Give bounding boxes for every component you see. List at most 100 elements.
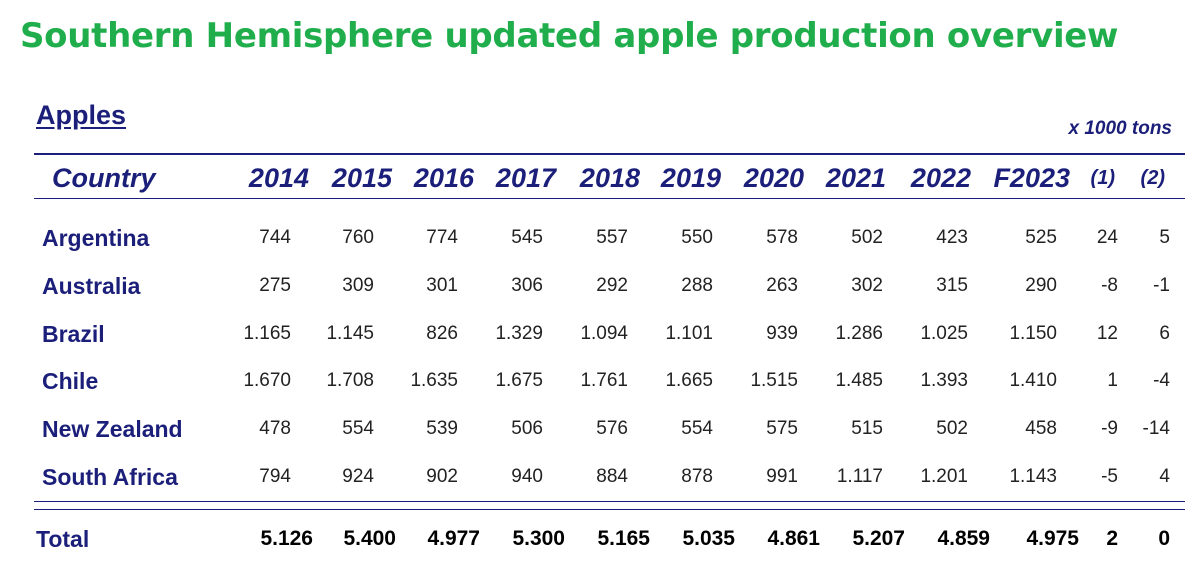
units-label: x 1000 tons [1068,118,1173,139]
total-cell: 5.400 [343,527,396,550]
table-cell: 1.670 [243,370,291,391]
total-cell: 5.035 [682,527,735,550]
table-cell: 774 [426,227,458,248]
column-header-note-2: (2) [1140,167,1165,189]
table-cell: 1.665 [665,370,713,391]
table-cell: 1.117 [836,466,883,487]
table-row: South Africa 794 924 902 940 884 878 991 1.117 1.… [0,457,1200,497]
table-cell: -1 [1153,275,1170,296]
total-label: Total [36,526,90,552]
table-cell: 1.145 [326,323,374,344]
column-header-f2023: F2023 [993,163,1070,193]
column-header-country: Country [52,163,156,193]
table-cell: 744 [259,227,291,248]
table-cell: 302 [851,275,883,296]
table-cell: 826 [426,323,458,344]
table-cell: 991 [766,466,798,487]
total-cell: 0 [1158,527,1170,550]
header-top-rule [34,153,1185,155]
table-cell: 939 [766,323,798,344]
column-header-2017: 2017 [495,163,556,193]
country-name: Brazil [42,321,105,347]
table-cell: 760 [342,227,374,248]
table-cell: 478 [259,418,291,439]
table-cell: 794 [259,466,291,487]
column-header-2020: 2020 [743,163,804,193]
page-title: Southern Hemisphere updated apple produc… [20,16,1119,56]
table-cell: 554 [681,418,713,439]
table-cell: 288 [681,275,713,296]
table-cell: 1.150 [1009,323,1057,344]
table-cell: 884 [596,466,628,487]
total-cell: 4.861 [767,527,820,550]
total-cell: 5.207 [852,527,905,550]
table-cell: 1.094 [580,323,628,344]
table-cell: 578 [766,227,798,248]
table-cell: 525 [1025,227,1057,248]
total-cell: 2 [1106,527,1118,550]
table-cell: 1.101 [665,323,713,344]
table-cell: 290 [1025,275,1057,296]
table-cell: 1.201 [920,466,968,487]
column-header-2014: 2014 [248,163,309,193]
table-row: Australia 275 309 301 306 292 288 263 302 315 290 -… [0,266,1200,306]
table-cell: 557 [596,227,628,248]
table-cell: 1.393 [920,370,968,391]
table-cell: 502 [936,418,968,439]
table-row: Chile 1.670 1.708 1.635 1.675 1.761 1.665 1.515… [0,361,1200,401]
table-cell: 12 [1096,323,1118,344]
table-cell: 309 [342,275,374,296]
table-cell: 539 [426,418,458,439]
table-cell: 554 [342,418,374,439]
table-cell: 924 [342,466,374,487]
table-cell: 940 [511,466,543,487]
header-bottom-rule [34,198,1185,199]
table-cell: 306 [511,275,543,296]
table-cell: 1.635 [410,370,458,391]
total-cell: 4.859 [937,527,990,550]
total-cell: 5.165 [597,527,650,550]
country-name: Australia [42,273,141,299]
table-cell: 1.708 [326,370,374,391]
country-name: Argentina [42,225,150,251]
table-row: Brazil 1.165 1.145 826 1.329 1.094 1.101 939 1.2… [0,314,1200,354]
table-row: New Zealand 478 554 539 506 576 554 575 515 502 45… [0,409,1200,449]
table-cell: 5 [1159,227,1170,248]
table-cell: 275 [259,275,291,296]
table-cell: 550 [681,227,713,248]
column-header-2018: 2018 [579,163,640,193]
table-cell: -4 [1153,370,1170,391]
table-cell: 502 [851,227,883,248]
country-name: Chile [42,368,99,394]
table-cell: 902 [426,466,458,487]
table-cell: 515 [851,418,883,439]
total-cell: 4.977 [427,527,480,550]
column-header-2016: 2016 [413,163,474,193]
column-header-2019: 2019 [660,163,721,193]
table-cell: 1.761 [580,370,628,391]
total-cell: 5.126 [260,527,313,550]
table-cell: 878 [681,466,713,487]
country-name: New Zealand [42,416,183,442]
column-header-2021: 2021 [825,163,886,193]
country-name: South Africa [42,464,178,490]
table-cell: -14 [1142,418,1170,439]
section-label: Apples [36,100,127,130]
table-cell: -8 [1101,275,1118,296]
table-cell: 292 [596,275,628,296]
table-cell: 1.025 [920,323,968,344]
total-cell: 4.975 [1026,527,1079,550]
table-row: Argentina 744 760 774 545 557 550 578 502 423 525 2… [0,218,1200,258]
table-cell: 1.165 [243,323,291,344]
table-cell: -5 [1101,466,1118,487]
table-cell: 1.143 [1009,466,1057,487]
table-cell: 1.485 [835,370,883,391]
table-cell: -9 [1101,418,1118,439]
table-cell: 576 [596,418,628,439]
total-cell: 5.300 [512,527,565,550]
table-cell: 506 [511,418,543,439]
table-cell: 301 [426,275,458,296]
table-cell: 315 [936,275,968,296]
total-rule-lower [34,509,1185,510]
column-header-2015: 2015 [331,163,392,193]
